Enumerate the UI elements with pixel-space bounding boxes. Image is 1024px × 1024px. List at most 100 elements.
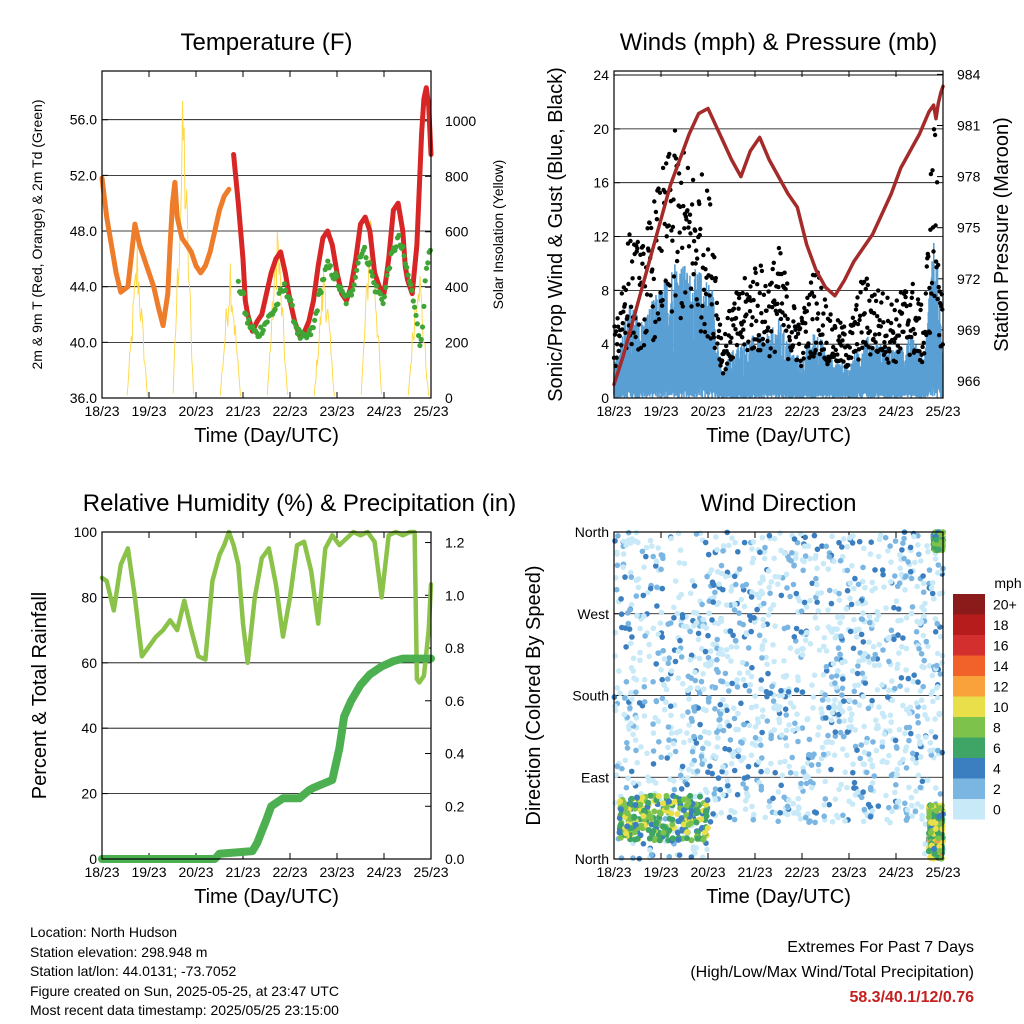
direction-point <box>757 580 763 586</box>
x-tick-label: 18/23 <box>596 403 631 419</box>
direction-point <box>832 634 839 641</box>
gust-point <box>664 234 669 239</box>
dewpoint-point <box>419 324 426 330</box>
y-tick-label: 4 <box>601 336 609 352</box>
direction-point <box>748 673 755 680</box>
direction-point <box>664 755 670 761</box>
direction-point <box>851 779 858 786</box>
direction-point <box>866 639 872 645</box>
gust-point <box>847 345 852 350</box>
gust-point <box>894 317 899 322</box>
x-tick-label: 24/23 <box>878 403 913 419</box>
direction-point <box>898 571 905 578</box>
direction-point <box>732 637 739 644</box>
direction-point <box>812 819 818 826</box>
gust-point <box>698 226 703 232</box>
direction-point <box>752 724 759 730</box>
gust-point <box>680 304 685 309</box>
direction-point <box>922 734 929 740</box>
direction-point <box>623 644 629 650</box>
direction-point <box>807 641 814 647</box>
direction-point <box>619 765 625 772</box>
gust-point <box>670 238 675 243</box>
direction-point <box>745 645 752 651</box>
direction-point <box>889 808 895 815</box>
direction-point <box>844 784 850 791</box>
direction-point <box>715 735 721 741</box>
gust-point <box>627 232 632 237</box>
direction-point <box>771 658 777 665</box>
gust-point <box>742 276 747 281</box>
gust-point <box>620 321 625 326</box>
direction-point <box>922 600 928 607</box>
direction-point <box>903 615 910 621</box>
direction-point <box>921 704 927 711</box>
gust-point <box>862 279 867 285</box>
legend-swatch <box>953 778 985 799</box>
gust-point <box>762 319 768 324</box>
direction-point <box>623 679 630 685</box>
gust-point <box>674 258 680 264</box>
gust-point <box>758 348 763 353</box>
direction-point <box>879 567 886 573</box>
direction-point <box>669 835 676 842</box>
direction-point <box>904 807 911 813</box>
gust-point <box>623 287 629 293</box>
direction-point <box>704 797 711 804</box>
dewpoint-point <box>409 287 415 293</box>
direction-point <box>837 651 843 658</box>
direction-point <box>813 810 820 816</box>
x-tick-label: 22/23 <box>784 403 819 419</box>
direction-point <box>655 832 662 838</box>
direction-point <box>618 611 625 617</box>
direction-point <box>771 535 778 542</box>
direction-point <box>823 543 830 550</box>
direction-point <box>874 687 881 693</box>
direction-point <box>636 700 643 706</box>
temperature-panel: Temperature (F)36.040.044.048.052.056.01… <box>29 29 506 447</box>
direction-point <box>658 609 665 616</box>
gust-point <box>838 320 843 325</box>
direction-point <box>746 722 753 729</box>
gust-point <box>827 318 833 323</box>
direction-point <box>618 855 625 861</box>
gust-point <box>751 297 756 303</box>
gust-point <box>819 285 824 290</box>
direction-point <box>810 705 816 711</box>
direction-point <box>720 792 726 798</box>
direction-point <box>693 845 699 851</box>
direction-point <box>666 798 672 805</box>
y2-tick-label: 200 <box>445 335 469 351</box>
direction-point <box>935 562 942 568</box>
gust-point <box>889 302 894 307</box>
gust-point <box>879 300 884 305</box>
direction-point <box>770 795 776 802</box>
plot-frame <box>101 531 432 860</box>
direction-point <box>924 543 930 549</box>
direction-point <box>617 690 623 696</box>
humidity-precip-panel: Relative Humidity (%) & Precipitation (i… <box>29 490 516 908</box>
direction-point <box>849 563 855 569</box>
y-tick-label: 8 <box>601 282 609 298</box>
direction-point <box>633 677 640 683</box>
gust-point <box>813 348 818 353</box>
direction-point <box>879 759 885 765</box>
direction-point <box>675 648 682 655</box>
gust-point <box>779 301 785 306</box>
y-tick-label: 100 <box>74 524 98 540</box>
direction-point <box>832 733 839 739</box>
direction-point <box>661 682 668 689</box>
direction-point <box>696 690 703 696</box>
direction-point <box>926 663 933 669</box>
direction-point <box>716 717 722 723</box>
direction-point <box>913 760 919 766</box>
dewpoint-point <box>393 244 399 250</box>
y-tick-label: 0 <box>601 390 609 406</box>
direction-point <box>676 560 683 566</box>
direction-point <box>932 716 938 722</box>
gust-point <box>617 333 622 339</box>
direction-point <box>691 583 698 589</box>
direction-point <box>740 676 747 683</box>
direction-point <box>919 778 926 785</box>
direction-point <box>849 801 856 807</box>
